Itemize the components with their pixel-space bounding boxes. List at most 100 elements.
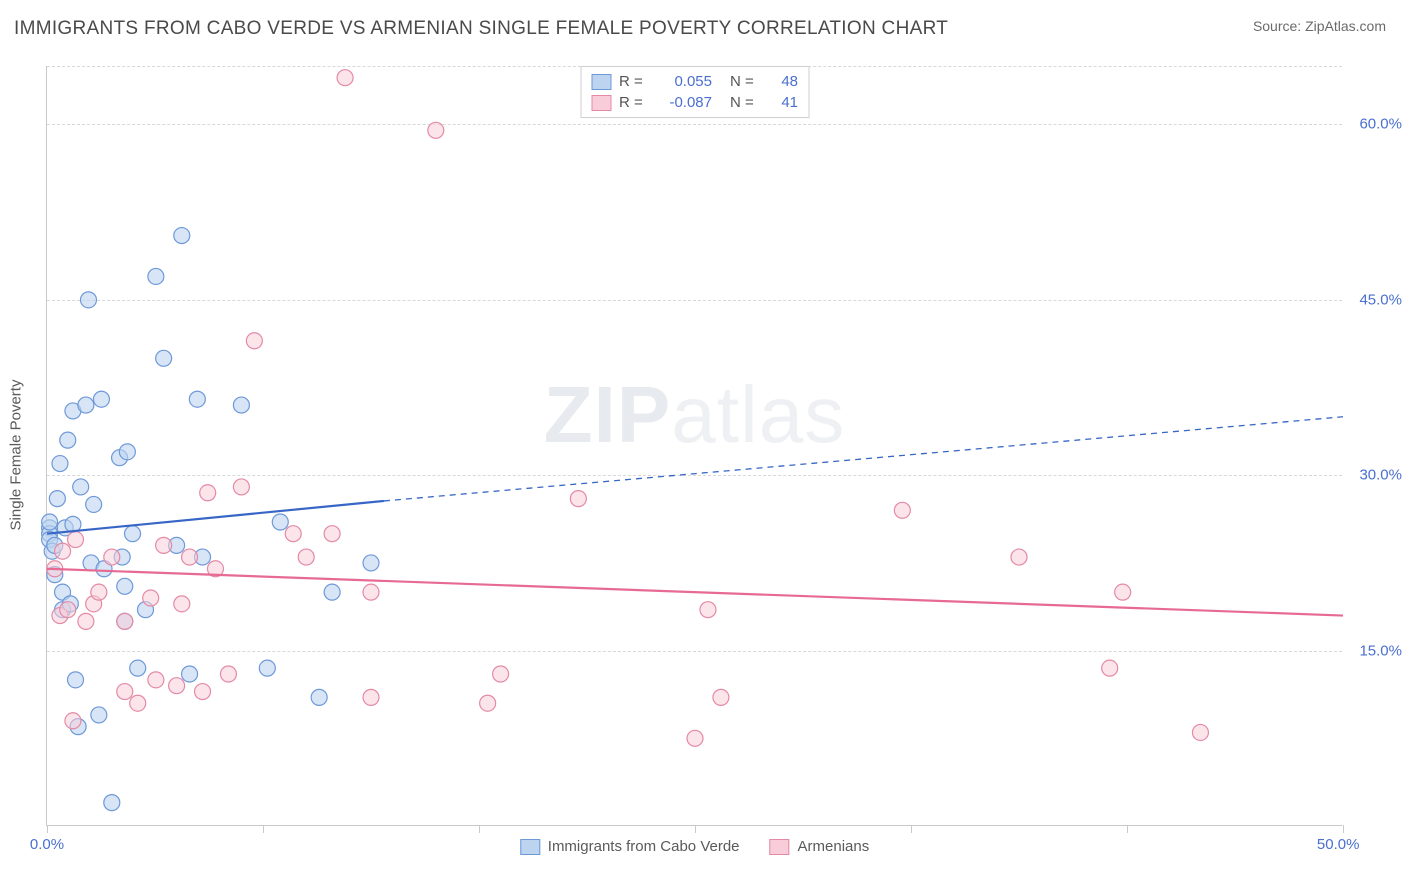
data-point [428, 122, 444, 138]
n-label: N = [730, 94, 760, 111]
series-legend-label: Armenians [798, 838, 870, 855]
data-point [68, 672, 84, 688]
data-point [148, 268, 164, 284]
data-point [104, 549, 120, 565]
data-point [93, 391, 109, 407]
y-tick-label: 60.0% [1359, 116, 1402, 133]
data-point [1011, 549, 1027, 565]
x-tick [479, 825, 480, 833]
data-point [174, 596, 190, 612]
data-point [570, 491, 586, 507]
data-point [143, 590, 159, 606]
chart-container: Single Female Poverty ZIPatlas 15.0%30.0… [46, 48, 1386, 862]
data-point [117, 578, 133, 594]
data-point [60, 602, 76, 618]
correlation-legend: R = 0.055 N = 48 R = -0.087 N = 41 [580, 66, 809, 118]
data-point [91, 584, 107, 600]
data-point [117, 613, 133, 629]
data-point [259, 660, 275, 676]
series-legend: Immigrants from Cabo Verde Armenians [520, 838, 869, 855]
chart-header: IMMIGRANTS FROM CABO VERDE VS ARMENIAN S… [0, 0, 1406, 50]
x-tick-label: 50.0% [1317, 836, 1360, 853]
x-tick [911, 825, 912, 833]
data-point [130, 695, 146, 711]
data-point [68, 532, 84, 548]
n-value: 41 [768, 94, 798, 111]
data-point [73, 479, 89, 495]
data-point [91, 707, 107, 723]
plot-area: ZIPatlas 15.0%30.0%45.0%60.0% 0.0%50.0% … [46, 66, 1342, 826]
data-point [233, 479, 249, 495]
data-point [52, 456, 68, 472]
data-point [117, 684, 133, 700]
data-point [493, 666, 509, 682]
trend-line-dashed [384, 417, 1343, 501]
correlation-legend-row: R = -0.087 N = 41 [591, 92, 798, 113]
x-tick [263, 825, 264, 833]
chart-source: Source: ZipAtlas.com [1253, 18, 1386, 34]
legend-swatch [520, 839, 540, 855]
data-point [80, 292, 96, 308]
x-tick [47, 825, 48, 833]
data-point [324, 526, 340, 542]
n-label: N = [730, 73, 760, 90]
data-point [55, 543, 71, 559]
data-point [104, 795, 120, 811]
data-point [363, 555, 379, 571]
y-tick-label: 45.0% [1359, 291, 1402, 308]
data-point [324, 584, 340, 600]
data-point [130, 660, 146, 676]
legend-swatch [591, 95, 611, 111]
plot-svg [47, 66, 1342, 825]
x-tick-label: 0.0% [30, 836, 64, 853]
data-point [700, 602, 716, 618]
data-point [65, 713, 81, 729]
legend-swatch [591, 74, 611, 90]
data-point [148, 672, 164, 688]
data-point [49, 491, 65, 507]
data-point [156, 350, 172, 366]
n-value: 48 [768, 73, 798, 90]
data-point [363, 689, 379, 705]
series-legend-item: Immigrants from Cabo Verde [520, 838, 740, 855]
series-legend-label: Immigrants from Cabo Verde [548, 838, 740, 855]
data-point [233, 397, 249, 413]
data-point [220, 666, 236, 682]
data-point [1102, 660, 1118, 676]
data-point [182, 549, 198, 565]
data-point [713, 689, 729, 705]
r-label: R = [619, 94, 649, 111]
y-tick-label: 30.0% [1359, 467, 1402, 484]
y-tick-label: 15.0% [1359, 642, 1402, 659]
series-legend-item: Armenians [770, 838, 870, 855]
data-point [78, 613, 94, 629]
data-point [200, 485, 216, 501]
data-point [894, 502, 910, 518]
data-point [182, 666, 198, 682]
data-point [78, 397, 94, 413]
data-point [687, 730, 703, 746]
correlation-legend-row: R =0.055N =48 [591, 71, 798, 92]
data-point [1115, 584, 1131, 600]
x-tick [1343, 825, 1344, 833]
y-axis-label: Single Female Poverty [8, 380, 25, 531]
data-point [189, 391, 205, 407]
r-value: 0.055 [657, 73, 712, 90]
data-point [156, 537, 172, 553]
data-point [195, 684, 211, 700]
data-point [337, 70, 353, 86]
r-value: -0.087 [657, 94, 712, 111]
data-point [298, 549, 314, 565]
data-point [363, 584, 379, 600]
data-point [169, 678, 185, 694]
data-point [311, 689, 327, 705]
legend-swatch [770, 839, 790, 855]
data-point [119, 444, 135, 460]
trend-line-solid [47, 569, 1343, 616]
data-point [125, 526, 141, 542]
chart-title: IMMIGRANTS FROM CABO VERDE VS ARMENIAN S… [14, 18, 948, 40]
data-point [480, 695, 496, 711]
data-point [246, 333, 262, 349]
x-tick [695, 825, 696, 833]
data-point [272, 514, 288, 530]
